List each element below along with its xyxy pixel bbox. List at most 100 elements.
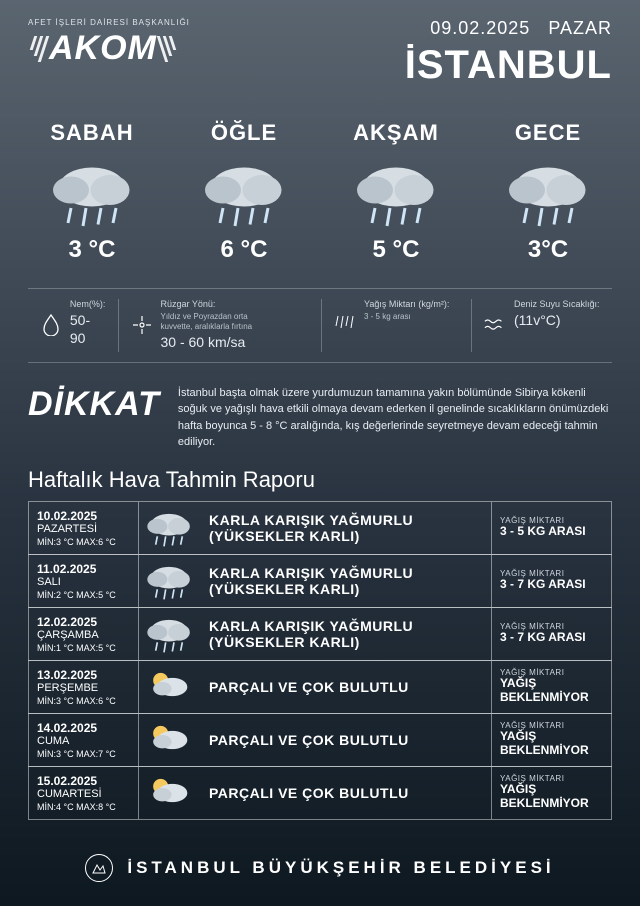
precip-value: 3 - 5 kg arası (364, 312, 449, 322)
brand-text: AKOM (49, 29, 157, 68)
day-part-label: GECE (475, 120, 621, 146)
week-condition: PARÇALI VE ÇOK BULUTLU (199, 679, 491, 695)
week-weather-icon (139, 767, 199, 819)
week-date-cell: 14.02.2025 CUMA MİN:3 °C MAX:7 °C (29, 714, 139, 766)
week-day: CUMARTESİ (37, 788, 130, 800)
week-date-cell: 10.02.2025 PAZARTESİ MİN:3 °C MAX:6 °C (29, 502, 139, 554)
brand-block: AFET İŞLERİ DAİRESİ BAŞKANLIĞI AKOM (28, 18, 190, 88)
week-weather-icon (139, 555, 199, 607)
week-condition: KARLA KARIŞIK YAĞMURLU (YÜKSEKLER KARLI) (199, 565, 491, 597)
week-row: 15.02.2025 CUMARTESİ MİN:4 °C MAX:8 °C P… (28, 766, 612, 820)
footer: İSTANBUL BÜYÜKŞEHİR BELEDİYESİ (0, 832, 640, 906)
day-part-temp: 5 °C (323, 236, 469, 264)
week-precip-cell: YAĞIŞ MİKTARI 3 - 7 KG ARASI (491, 608, 611, 660)
day-parts-row: SABAH 3 °C ÖĞLE 6 °C AKŞAM 5 °C GECE 3°C (0, 94, 640, 278)
day-part: GECE 3°C (475, 120, 621, 264)
sea-value: (11v°C) (514, 312, 600, 330)
weekly-title: Haftalık Hava Tahmin Raporu (0, 461, 640, 501)
week-row: 10.02.2025 PAZARTESİ MİN:3 °C MAX:6 °C K… (28, 501, 612, 555)
day-part-label: SABAH (19, 120, 165, 146)
week-date: 15.02.2025 (37, 774, 130, 788)
week-weather-icon (139, 661, 199, 713)
week-precip-cell: YAĞIŞ MİKTARI 3 - 7 KG ARASI (491, 555, 611, 607)
wind-icon (131, 299, 153, 352)
precip-icon (334, 299, 356, 352)
week-date: 12.02.2025 (37, 615, 130, 629)
week-precip-value: YAĞIŞ BEKLENMİYOR (500, 677, 603, 705)
sea-label: Deniz Suyu Sıcaklığı: (514, 299, 600, 310)
humidity-label: Nem(%): (70, 299, 106, 310)
week-row: 12.02.2025 ÇARŞAMBA MİN:1 °C MAX:5 °C KA… (28, 607, 612, 661)
week-precip-cell: YAĞIŞ MİKTARI 3 - 5 KG ARASI (491, 502, 611, 554)
week-minmax: MİN:3 °C MAX:7 °C (37, 749, 130, 759)
day-part-temp: 6 °C (171, 236, 317, 264)
day-part-temp: 3 °C (19, 236, 165, 264)
weekly-table: 10.02.2025 PAZARTESİ MİN:3 °C MAX:6 °C K… (0, 501, 640, 820)
week-row: 13.02.2025 PERŞEMBE MİN:3 °C MAX:6 °C PA… (28, 660, 612, 714)
weather-icon (19, 154, 165, 232)
date-city: 09.02.2025 PAZAR İSTANBUL (405, 18, 612, 88)
week-date-cell: 13.02.2025 PERŞEMBE MİN:3 °C MAX:6 °C (29, 661, 139, 713)
week-condition: KARLA KARIŞIK YAĞMURLU (YÜKSEKLER KARLI) (199, 618, 491, 650)
day-part: SABAH 3 °C (19, 120, 165, 264)
week-weather-icon (139, 714, 199, 766)
wind-value: 30 - 60 km/sa (161, 334, 281, 352)
header: AFET İŞLERİ DAİRESİ BAŞKANLIĞI AKOM 09.0… (0, 0, 640, 94)
alert-text: İstanbul başta olmak üzere yurdumuzun ta… (178, 385, 612, 451)
week-condition: KARLA KARIŞIK YAĞMURLU (YÜKSEKLER KARLI) (199, 512, 491, 544)
report-date: 09.02.2025 (430, 18, 530, 38)
week-day: PERŞEMBE (37, 682, 130, 694)
day-part-temp: 3°C (475, 236, 621, 264)
week-precip-cell: YAĞIŞ MİKTARI YAĞIŞ BEKLENMİYOR (491, 767, 611, 819)
week-condition: PARÇALI VE ÇOK BULUTLU (199, 785, 491, 801)
week-date: 14.02.2025 (37, 721, 130, 735)
week-weather-icon (139, 502, 199, 554)
week-date-cell: 11.02.2025 SALI MİN:2 °C MAX:5 °C (29, 555, 139, 607)
week-day: SALI (37, 576, 130, 588)
wind-label: Rüzgar Yönü: (161, 299, 281, 310)
day-part: ÖĞLE 6 °C (171, 120, 317, 264)
week-precip-value: 3 - 7 KG ARASI (500, 631, 603, 645)
footer-logo-icon (85, 854, 113, 882)
humidity-value: 50-90 (70, 312, 106, 347)
week-minmax: MİN:3 °C MAX:6 °C (37, 696, 130, 706)
week-weather-icon (139, 608, 199, 660)
report-weekday: PAZAR (548, 18, 612, 38)
day-part-label: ÖĞLE (171, 120, 317, 146)
weather-icon (323, 154, 469, 232)
week-precip-value: YAĞIŞ BEKLENMİYOR (500, 730, 603, 758)
week-row: 11.02.2025 SALI MİN:2 °C MAX:5 °C KARLA … (28, 554, 612, 608)
stats-row: Nem(%): 50-90 Rüzgar Yönü: Yıldız ve Poy… (28, 288, 612, 363)
week-day: PAZARTESİ (37, 523, 130, 535)
week-precip-value: 3 - 7 KG ARASI (500, 578, 603, 592)
week-minmax: MİN:1 °C MAX:5 °C (37, 643, 130, 653)
week-date: 11.02.2025 (37, 562, 130, 576)
week-minmax: MİN:3 °C MAX:6 °C (37, 537, 130, 547)
sea-icon (484, 299, 506, 352)
week-row: 14.02.2025 CUMA MİN:3 °C MAX:7 °C PARÇAL… (28, 713, 612, 767)
wind-desc: Yıldız ve Poyrazdan orta kuvvette, aralı… (161, 312, 281, 332)
humidity-icon (40, 299, 62, 352)
week-minmax: MİN:4 °C MAX:8 °C (37, 802, 130, 812)
week-date-cell: 15.02.2025 CUMARTESİ MİN:4 °C MAX:8 °C (29, 767, 139, 819)
day-part: AKŞAM 5 °C (323, 120, 469, 264)
week-condition: PARÇALI VE ÇOK BULUTLU (199, 732, 491, 748)
footer-text: İSTANBUL BÜYÜKŞEHİR BELEDİYESİ (127, 858, 554, 878)
weather-icon (475, 154, 621, 232)
alert-block: DİKKAT İstanbul başta olmak üzere yurdum… (0, 363, 640, 461)
week-date-cell: 12.02.2025 ÇARŞAMBA MİN:1 °C MAX:5 °C (29, 608, 139, 660)
week-precip-value: 3 - 5 KG ARASI (500, 525, 603, 539)
weather-icon (171, 154, 317, 232)
week-minmax: MİN:2 °C MAX:5 °C (37, 590, 130, 600)
city-name: İSTANBUL (405, 43, 612, 88)
week-precip-cell: YAĞIŞ MİKTARI YAĞIŞ BEKLENMİYOR (491, 714, 611, 766)
week-day: CUMA (37, 735, 130, 747)
week-precip-value: YAĞIŞ BEKLENMİYOR (500, 783, 603, 811)
alert-title: DİKKAT (28, 385, 160, 424)
precip-label: Yağış Miktarı (kg/m²): (364, 299, 449, 310)
week-date: 10.02.2025 (37, 509, 130, 523)
brand-logo: AKOM (28, 29, 190, 68)
week-date: 13.02.2025 (37, 668, 130, 682)
agency-name: AFET İŞLERİ DAİRESİ BAŞKANLIĞI (28, 18, 190, 27)
week-precip-cell: YAĞIŞ MİKTARI YAĞIŞ BEKLENMİYOR (491, 661, 611, 713)
